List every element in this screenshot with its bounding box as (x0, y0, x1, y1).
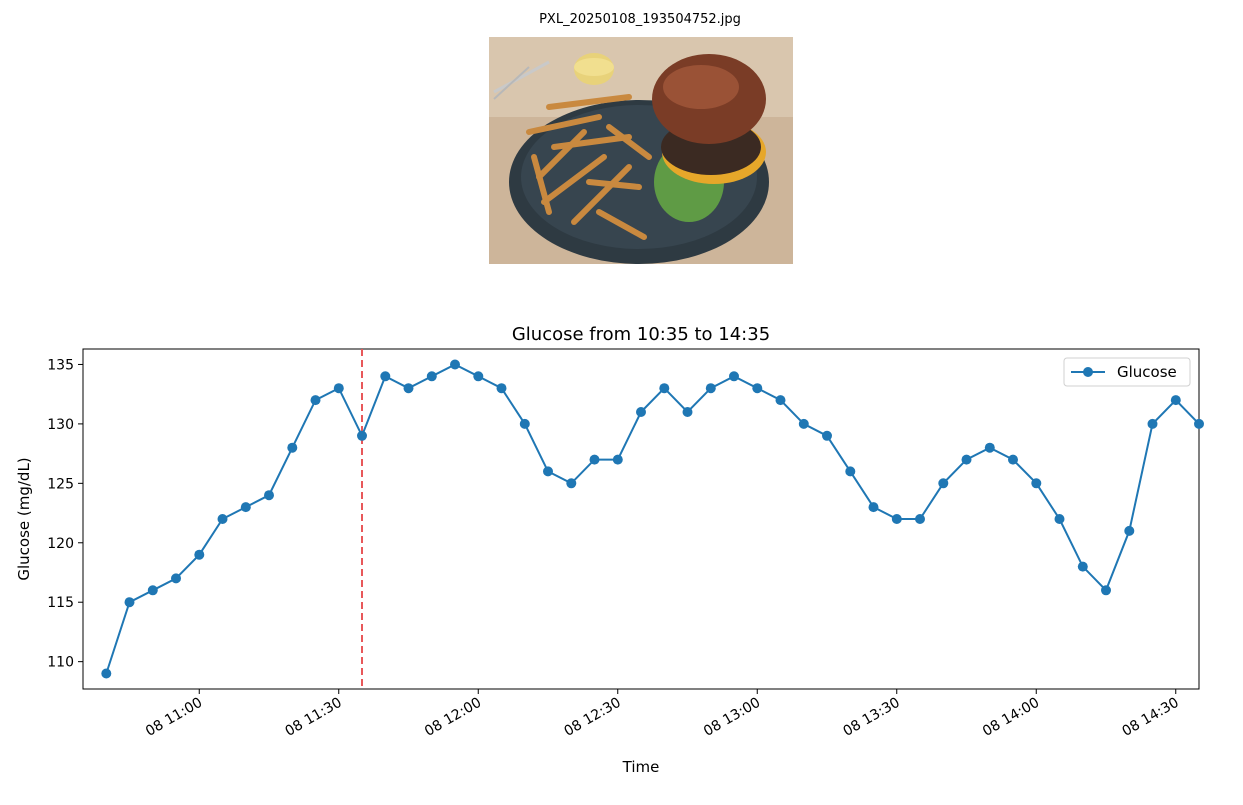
data-point (822, 430, 832, 441)
data-point (752, 383, 763, 394)
data-point (1008, 454, 1018, 465)
series-layer (101, 359, 1204, 679)
data-point (473, 371, 484, 382)
data-point (496, 383, 507, 394)
legend-box (1063, 357, 1191, 387)
plot-area (82, 348, 1200, 690)
data-point (845, 466, 856, 477)
data-point (147, 585, 158, 596)
data-point (798, 418, 809, 429)
legend: Glucose (1063, 357, 1191, 387)
plot-frame (82, 348, 1200, 690)
y-axis-label: Glucose (mg/dL) (15, 457, 33, 580)
series-line-glucose (105, 363, 1200, 674)
data-point (1077, 561, 1088, 572)
x-tick-label: 08 11:30 (283, 695, 345, 740)
data-point (333, 383, 344, 394)
data-point (124, 597, 135, 608)
x-axis-label: Time (622, 758, 660, 776)
data-point (240, 502, 251, 513)
data-point (1147, 418, 1158, 429)
y-tick-label: 130 (47, 417, 74, 433)
x-tick-label: 08 12:00 (422, 695, 484, 740)
data-point (984, 442, 995, 453)
y-tick-label: 115 (47, 595, 74, 611)
data-point (891, 514, 902, 524)
data-point (1054, 514, 1065, 524)
data-point (264, 490, 274, 501)
data-point (705, 383, 716, 394)
x-tick-label: 08 12:30 (562, 695, 624, 740)
data-point (682, 407, 693, 417)
y-tick-label: 135 (47, 357, 74, 373)
data-point (101, 668, 112, 679)
data-point (1170, 395, 1181, 406)
data-point (380, 371, 391, 382)
meal-photo (489, 37, 793, 264)
data-point (612, 454, 623, 465)
data-point (357, 430, 367, 441)
data-point (636, 407, 646, 417)
data-point (1124, 525, 1135, 536)
x-tick-label: 08 11:00 (143, 695, 205, 740)
x-tick-label: 08 13:00 (701, 695, 763, 740)
data-point (426, 371, 437, 382)
data-point (194, 549, 205, 560)
chart-title: Glucose from 10:35 to 14:35 (512, 324, 770, 345)
legend-label: Glucose (1117, 363, 1177, 381)
data-point (729, 371, 739, 382)
data-point (868, 502, 879, 513)
data-point (775, 395, 786, 406)
data-point (519, 418, 530, 429)
data-point (450, 359, 460, 370)
data-point (915, 514, 925, 524)
x-tick-label: 08 14:30 (1120, 695, 1182, 740)
y-tick-label: 125 (47, 476, 74, 492)
x-tick-label: 08 14:00 (980, 695, 1042, 740)
data-point (1031, 478, 1042, 489)
y-axis: 110 115 120 125 130 135 (47, 357, 83, 671)
data-point (403, 383, 414, 394)
data-point (171, 573, 181, 584)
data-point (566, 478, 577, 489)
y-tick-label: 110 (47, 655, 74, 671)
data-point (938, 478, 949, 489)
legend-marker (1083, 367, 1093, 377)
data-point (961, 454, 972, 465)
data-point (310, 395, 321, 406)
y-tick-label: 120 (47, 536, 74, 552)
data-point (1194, 418, 1204, 429)
photo-filename: PXL_20250108_193504752.jpg (539, 12, 741, 27)
data-point (589, 454, 600, 465)
x-axis: 08 11:00 08 11:30 08 12:00 08 12:30 08 13:00… (143, 689, 1182, 740)
data-point (659, 383, 670, 394)
data-point (287, 442, 298, 453)
data-point (1101, 585, 1111, 596)
data-point (543, 466, 553, 477)
data-point (217, 514, 228, 524)
x-tick-label: 08 13:30 (841, 695, 903, 740)
